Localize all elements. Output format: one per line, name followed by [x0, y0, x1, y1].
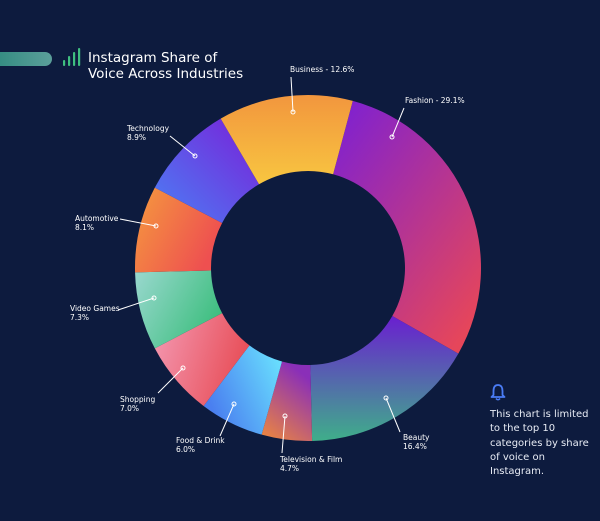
label-automotive: Automotive 8.1% [75, 214, 119, 232]
leader-line-automotive [119, 218, 157, 227]
slice-shopping [154, 313, 250, 406]
leader-line-beauty [385, 397, 401, 433]
bell-icon [490, 384, 506, 401]
leader-line-food-drink [219, 403, 235, 437]
decorative-pill [0, 52, 52, 66]
leader-line-technology [169, 135, 196, 157]
leader-line-video-games [117, 297, 155, 311]
slice-fashion [333, 100, 481, 354]
title-line-2: Voice Across Industries [88, 66, 244, 82]
slice-business [220, 94, 353, 185]
label-video-games: Video Games 7.3% [70, 304, 120, 322]
leader-dot-food-drink [231, 401, 237, 407]
leader-dot-automotive [153, 223, 159, 229]
leader-dot-business [290, 109, 296, 115]
title-line-1: Instagram Share of [88, 50, 218, 66]
leader-dot-video-games [151, 295, 157, 301]
leader-line-shopping [157, 367, 184, 394]
slice-automotive [134, 187, 223, 273]
label-beauty: Beauty 16.4% [403, 433, 430, 451]
leader-line-fashion [391, 107, 405, 138]
slice-technology [154, 118, 260, 223]
label-business: Business - 12.6% [290, 65, 355, 74]
bar-chart-icon [63, 48, 81, 66]
slice-food-drink [203, 345, 283, 435]
leader-dot-technology [192, 153, 198, 159]
leader-dot-beauty [383, 395, 389, 401]
leader-dot-shopping [180, 365, 186, 371]
leader-dot-fashion [389, 134, 395, 140]
label-technology: Technology 8.9% [127, 124, 170, 142]
label-shopping: Shopping 7.0% [120, 395, 156, 413]
label-television-film: Television & Film 4.7% [280, 455, 343, 473]
leader-line-business [290, 76, 294, 113]
chart-note: This chart is limited to the top 10 cate… [490, 409, 589, 478]
slice-beauty [310, 315, 459, 441]
label-fashion: Fashion - 29.1% [405, 96, 465, 105]
leader-dot-television-film [282, 413, 288, 419]
slice-television-film [261, 361, 313, 441]
slice-video-games [135, 270, 223, 349]
chart-title: Instagram Share of Voice Across Industri… [88, 50, 243, 82]
label-food-drink: Food & Drink 6.0% [176, 436, 225, 454]
leader-line-television-film [281, 415, 286, 454]
